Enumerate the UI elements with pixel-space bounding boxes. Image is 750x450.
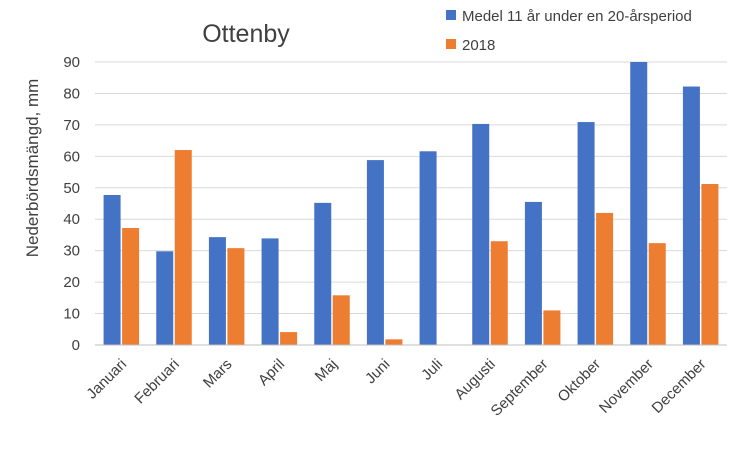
x-category-label: Februari <box>131 356 183 408</box>
bar-medel <box>366 160 384 345</box>
bar-2018 <box>122 228 140 345</box>
bar-medel <box>156 251 174 345</box>
legend-label: Medel 11 år under en 20-årsperiod <box>462 8 692 25</box>
x-axis-categories: Januari Februari Mars April Maj Juni Juli Augus… <box>83 356 709 420</box>
x-category-label: Juni <box>362 356 393 387</box>
bar-2018 <box>227 248 245 345</box>
y-tick-label: 70 <box>63 117 80 134</box>
bar-2018 <box>701 184 719 345</box>
bar-2018 <box>332 295 350 345</box>
x-category-label: December <box>649 356 710 417</box>
legend-swatch <box>446 39 456 49</box>
y-tick-label: 30 <box>63 243 80 260</box>
y-tick-label: 10 <box>63 306 80 323</box>
x-category-label: September <box>488 356 552 420</box>
y-tick-label: 40 <box>63 211 80 228</box>
bar-2018 <box>490 241 508 345</box>
bar-medel <box>682 86 700 345</box>
y-tick-label: 0 <box>72 337 80 354</box>
x-category-label: November <box>596 356 657 417</box>
grid-lines <box>95 61 727 315</box>
y-axis-ticks: 0 10 20 30 40 50 60 70 80 90 <box>63 54 80 354</box>
chart-title: Ottenby <box>202 20 290 48</box>
y-tick-label: 90 <box>63 54 80 71</box>
legend-label: 2018 <box>462 37 495 54</box>
y-tick-label: 60 <box>63 148 80 165</box>
bar-2018 <box>596 212 614 345</box>
y-tick-label: 20 <box>63 274 80 291</box>
y-tick-label: 50 <box>63 180 80 197</box>
x-category-label: Augusti <box>451 356 498 403</box>
bar-medel <box>103 195 121 345</box>
bar-2018 <box>174 150 192 345</box>
bar-2018 <box>543 310 561 345</box>
bar-medel <box>577 122 595 345</box>
bar-medel <box>419 151 437 345</box>
x-category-label: Maj <box>312 356 341 385</box>
bar-medel <box>314 202 332 345</box>
bars <box>103 62 719 345</box>
x-category-label: Juli <box>418 356 446 384</box>
legend-swatch <box>446 10 456 20</box>
x-category-label: Oktober <box>554 356 604 406</box>
x-category-label: Mars <box>200 356 236 392</box>
bar-medel <box>472 123 490 345</box>
bar-medel <box>208 237 226 345</box>
y-axis-label: Nederbördsmängd, mm <box>23 79 42 258</box>
x-category-label: April <box>255 356 288 389</box>
legend: Medel 11 år under en 20-årsperiod 2018 <box>446 8 692 54</box>
y-tick-label: 80 <box>63 85 80 102</box>
bar-2018 <box>648 243 666 345</box>
bar-2018 <box>385 339 403 345</box>
bar-2018 <box>280 332 298 345</box>
x-category-label: Januari <box>83 356 130 403</box>
bar-medel <box>630 62 648 345</box>
bar-medel <box>524 201 542 345</box>
bar-medel <box>261 238 279 345</box>
